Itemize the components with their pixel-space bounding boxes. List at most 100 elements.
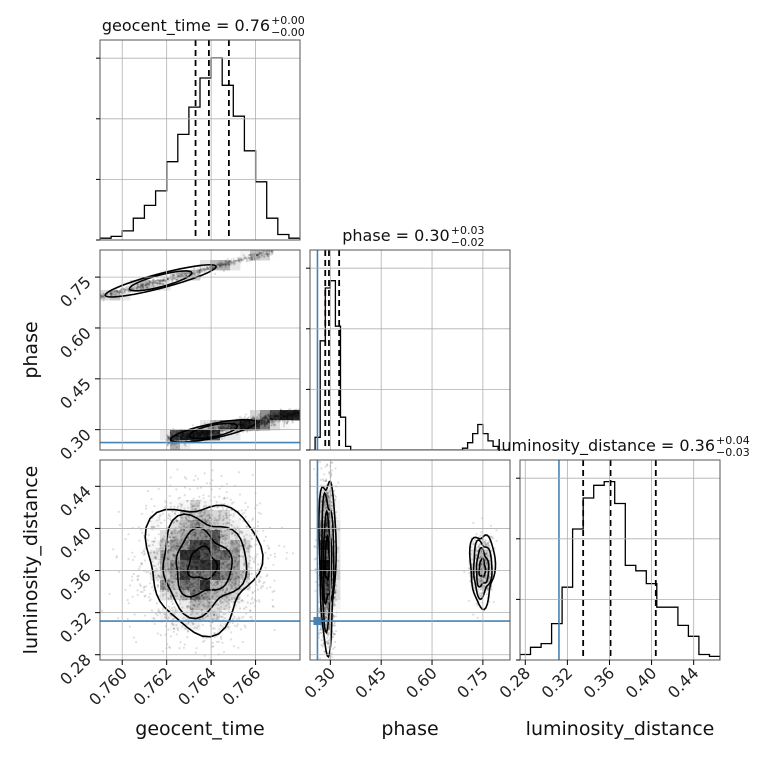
sample-point (217, 529, 220, 532)
sample-point (272, 250, 275, 253)
sample-point (288, 412, 291, 415)
sample-point (202, 548, 205, 551)
sample-point (220, 426, 223, 429)
sample-point (167, 605, 171, 608)
sample-point (290, 416, 293, 419)
sample-point (225, 514, 229, 518)
sample-point (193, 565, 196, 568)
sample-point (248, 572, 251, 576)
sample-point (118, 523, 121, 527)
sample-point (175, 438, 178, 441)
sample-point (223, 552, 226, 555)
sample-point (157, 608, 160, 611)
sample-point (242, 426, 245, 429)
sample-point (212, 530, 215, 533)
sample-point (292, 414, 295, 417)
sample-point (186, 588, 189, 592)
sample-point (102, 299, 105, 302)
sample-point (212, 601, 215, 604)
sample-point (291, 412, 294, 415)
sample-point (184, 438, 187, 441)
sample-point (204, 267, 207, 271)
sample-point (247, 549, 250, 553)
sample-point (202, 435, 205, 438)
sample-point (200, 430, 203, 433)
density-cell (480, 580, 491, 591)
sample-point (170, 565, 173, 568)
sample-point (178, 557, 182, 560)
sample-point (194, 567, 197, 570)
sample-point (191, 499, 194, 502)
sample-point (197, 590, 200, 593)
sample-point (170, 278, 174, 281)
sample-point (185, 581, 188, 584)
sample-point (196, 566, 199, 569)
sample-point (219, 528, 222, 532)
sample-point (135, 287, 138, 290)
sample-point (231, 581, 234, 584)
sample-point (199, 583, 203, 586)
sample-point (222, 497, 225, 500)
sample-point (245, 525, 248, 528)
sample-point (167, 439, 170, 442)
sample-point (221, 263, 224, 266)
sample-point (191, 574, 194, 577)
sample-point (213, 425, 216, 429)
sample-point (195, 540, 198, 543)
sample-point (196, 542, 199, 545)
sample-point (142, 287, 145, 290)
sample-point (175, 535, 178, 538)
sample-point (239, 518, 242, 521)
sample-point (207, 432, 210, 435)
sample-point (247, 565, 250, 569)
sample-point (272, 418, 275, 421)
sample-point (168, 435, 171, 439)
sample-point (238, 549, 241, 552)
sample-point (198, 269, 201, 272)
sample-point (203, 597, 206, 600)
sample-point (187, 547, 190, 550)
sample-point (250, 253, 254, 256)
sample-point (243, 538, 246, 541)
sample-point (269, 419, 272, 422)
sample-point (286, 418, 289, 421)
sample-point (170, 597, 173, 600)
sample-point (281, 413, 284, 416)
sample-point (174, 538, 177, 541)
sample-point (152, 525, 155, 529)
sample-point (179, 580, 182, 583)
sample-point (180, 435, 183, 439)
sample-point (270, 418, 273, 421)
sample-point (258, 252, 261, 255)
sample-point (221, 427, 224, 430)
sample-point (160, 539, 164, 542)
sample-point (185, 598, 188, 601)
sample-point (141, 285, 144, 288)
sample-point (180, 438, 184, 441)
density-cell (170, 570, 181, 581)
sample-point (123, 290, 126, 293)
density-cell (110, 290, 121, 301)
sample-point (184, 559, 187, 562)
sample-point (181, 581, 184, 584)
sample-point (181, 432, 184, 435)
sample-point (231, 581, 234, 584)
sample-point (166, 579, 169, 583)
sample-point (273, 414, 276, 418)
sample-point (187, 544, 191, 547)
sample-point (223, 563, 226, 566)
sample-point (195, 560, 198, 563)
density-cell (200, 530, 211, 541)
sample-point (206, 518, 209, 522)
sample-point (234, 580, 237, 583)
sample-point (199, 270, 202, 273)
sample-point (235, 421, 238, 424)
sample-point (201, 550, 204, 553)
density-cell (190, 570, 201, 581)
sample-point (191, 585, 194, 588)
sample-point (268, 419, 271, 422)
sample-point (277, 414, 280, 417)
density-cell (180, 540, 191, 551)
sample-point (244, 423, 247, 426)
sample-point (266, 420, 269, 423)
